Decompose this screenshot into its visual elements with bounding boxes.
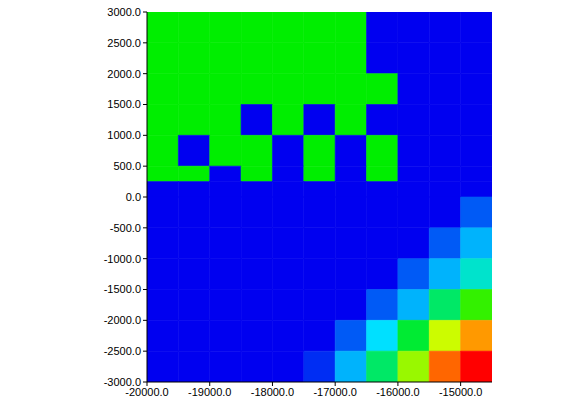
svg-text:0.0: 0.0: [126, 191, 141, 203]
svg-text:2500.0: 2500.0: [107, 37, 141, 49]
svg-text:-2000.0: -2000.0: [104, 314, 141, 326]
svg-text:-3000.0: -3000.0: [104, 376, 141, 388]
svg-text:1000.0: 1000.0: [107, 129, 141, 141]
svg-text:-19000.0: -19000.0: [188, 386, 231, 398]
svg-text:-20000.0: -20000.0: [125, 385, 169, 398]
svg-text:3000.0: 3000.0: [107, 6, 141, 18]
svg-text:2000.0: 2000.0: [107, 68, 141, 80]
svg-text:-15000.0: -15000.0: [439, 386, 482, 398]
svg-text:-500.0: -500.0: [110, 222, 141, 234]
svg-text:500.0: 500.0: [113, 160, 141, 172]
svg-text:-17000.0: -17000.0: [313, 386, 356, 398]
svg-text:-1500.0: -1500.0: [104, 283, 141, 295]
svg-text:1500.0: 1500.0: [107, 98, 141, 110]
svg-text:-1000.0: -1000.0: [104, 253, 141, 265]
svg-text:-18000.0: -18000.0: [251, 386, 294, 398]
svg-text:-2500.0: -2500.0: [104, 345, 141, 357]
svg-text:-16000.0: -16000.0: [376, 386, 419, 398]
